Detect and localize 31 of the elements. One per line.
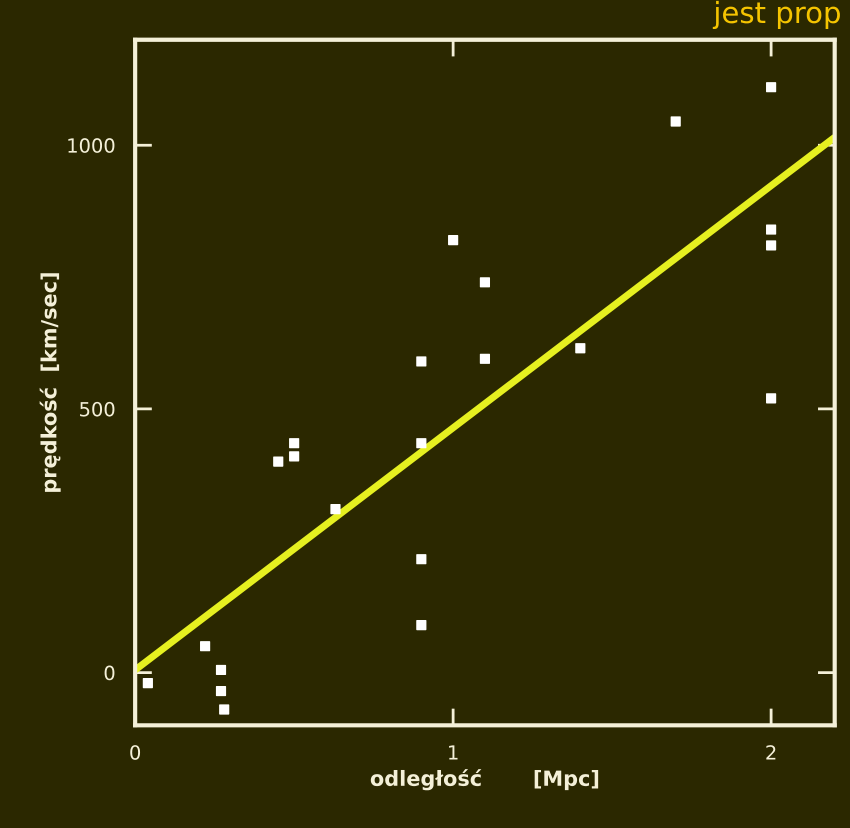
point [766,393,776,404]
y-tick-label: 500 [80,402,114,417]
point [289,451,300,462]
point [289,438,300,448]
x-tick-label: 1 [449,745,458,760]
text: jest prop [712,0,840,30]
point [330,504,341,514]
point [416,620,426,630]
point [142,678,153,688]
point [416,438,426,448]
point [448,235,458,246]
point [766,82,776,92]
x-axis-title: odległość [Mpc] [370,769,598,790]
point [480,277,490,288]
point [480,354,490,364]
point [670,116,681,127]
point [416,554,426,564]
point [219,704,230,715]
point [216,664,226,676]
y-tick-label: 0 [104,666,114,680]
y-axis-title: prędkość [km/sec] [40,273,61,492]
point [273,456,284,467]
y-tick-label: 1000 [68,138,114,153]
point [216,686,226,696]
x-tick-label: 0 [130,745,140,760]
point [766,224,776,235]
point [416,356,426,367]
point [575,343,586,354]
point [766,240,776,251]
x-tick-label: 2 [766,745,776,760]
point [200,641,210,652]
